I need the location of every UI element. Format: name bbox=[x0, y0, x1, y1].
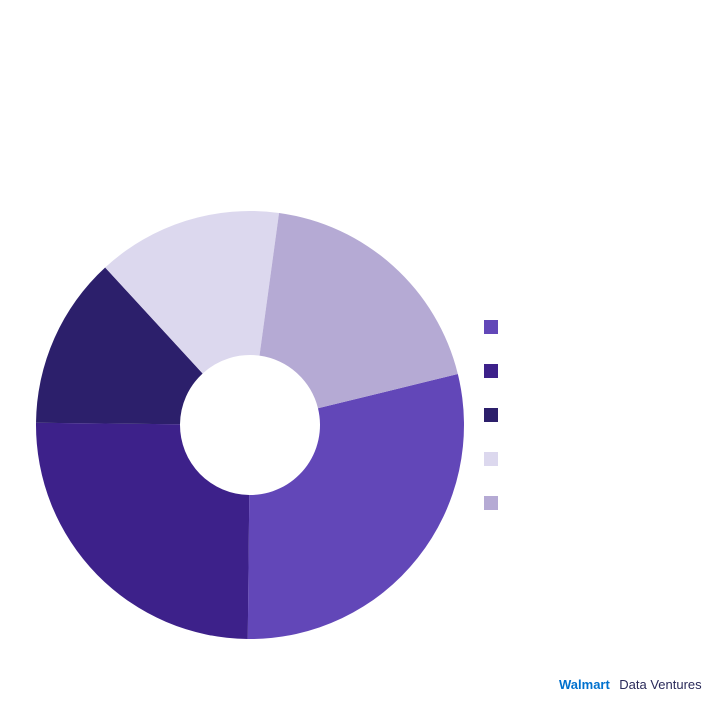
slice bbox=[259, 212, 458, 409]
footer-brand: Walmart bbox=[559, 677, 610, 692]
legend-swatch bbox=[484, 496, 498, 510]
legend-swatch bbox=[484, 320, 498, 334]
slice bbox=[105, 211, 280, 374]
legend-swatch bbox=[484, 452, 498, 466]
legend-swatch bbox=[484, 364, 498, 378]
slice bbox=[247, 373, 464, 639]
legend-swatch bbox=[484, 408, 498, 422]
legend bbox=[484, 320, 498, 510]
footer-text: Data Ventures bbox=[619, 677, 702, 692]
slice bbox=[35, 422, 250, 639]
footer-logo: Walmart Data Ventures bbox=[559, 676, 702, 693]
slice bbox=[36, 267, 203, 425]
donut bbox=[35, 211, 464, 639]
